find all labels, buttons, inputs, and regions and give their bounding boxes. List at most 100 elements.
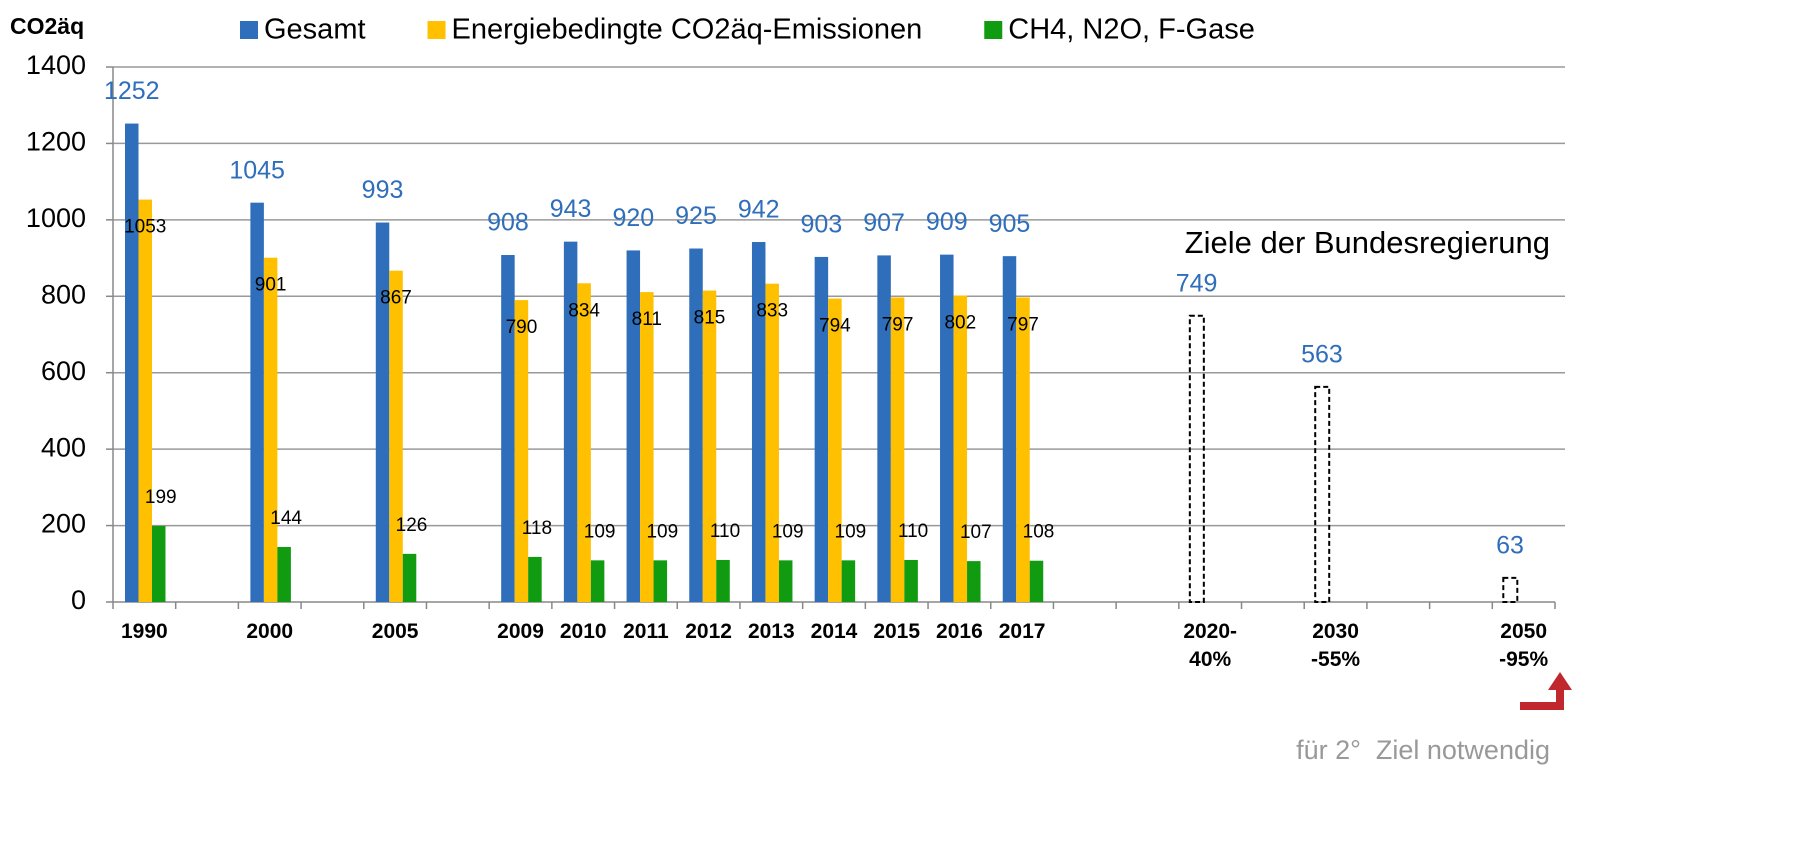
data-label: 563 xyxy=(1301,340,1343,368)
bar xyxy=(702,290,717,602)
bar xyxy=(765,283,779,602)
data-label: 199 xyxy=(145,487,177,508)
bar xyxy=(563,241,578,602)
bar xyxy=(904,559,918,602)
data-label: 797 xyxy=(1007,314,1039,335)
data-label: 1252 xyxy=(104,77,160,105)
legend-label: Energiebedingte CO2äq-Emissionen xyxy=(452,14,923,46)
data-label: 109 xyxy=(835,521,867,542)
data-label: 118 xyxy=(522,518,552,539)
data-label: 749 xyxy=(1176,269,1218,297)
x-tick-label: 2011 xyxy=(623,620,669,643)
y-tick-label: 200 xyxy=(41,509,86,539)
x-tick-label: 2009 xyxy=(497,620,544,643)
data-label: 109 xyxy=(772,521,804,542)
bar xyxy=(953,295,968,602)
bar xyxy=(890,297,905,602)
y-tick-label: 0 xyxy=(71,585,86,615)
x-tick-label: 1990 xyxy=(120,620,168,643)
bar xyxy=(828,298,842,602)
bar xyxy=(375,222,390,602)
x-tick-label: 2000 xyxy=(246,620,294,643)
bar xyxy=(138,199,152,602)
data-label: 815 xyxy=(694,308,726,329)
data-label: 63 xyxy=(1496,532,1524,560)
data-label: 802 xyxy=(944,313,976,334)
data-label: 920 xyxy=(612,204,654,232)
target-bar xyxy=(1314,385,1331,603)
data-label: 907 xyxy=(863,209,905,237)
x-tick-label: 2013 xyxy=(747,620,795,643)
y-tick-label: 1200 xyxy=(26,127,86,157)
data-label: 108 xyxy=(1023,522,1055,543)
x-tick-label: 2010 xyxy=(559,620,607,643)
y-tick-label: 1400 xyxy=(26,50,86,80)
bar xyxy=(967,561,981,602)
bar xyxy=(751,242,766,602)
bar xyxy=(1016,297,1030,602)
bar xyxy=(277,546,291,602)
data-label: 790 xyxy=(506,317,538,338)
bar xyxy=(653,560,668,602)
bar xyxy=(716,559,730,602)
bar xyxy=(152,525,166,602)
data-label: 1053 xyxy=(124,217,166,238)
bar xyxy=(940,254,954,602)
data-label: 110 xyxy=(898,521,928,542)
bar xyxy=(263,257,278,602)
data-label: 109 xyxy=(646,521,678,542)
data-label: 107 xyxy=(960,522,992,543)
data-label: 811 xyxy=(632,309,662,330)
data-label: 1045 xyxy=(229,156,285,184)
data-label: 908 xyxy=(487,209,529,237)
arrow-icon xyxy=(1520,672,1572,710)
bar xyxy=(841,560,856,602)
x-tick-label: 2050 -95% xyxy=(1499,620,1549,671)
bar xyxy=(689,248,703,602)
data-label: 925 xyxy=(675,202,717,230)
legend-swatch xyxy=(240,21,258,39)
data-label: 144 xyxy=(270,508,302,529)
data-label: 903 xyxy=(801,211,843,239)
annotation: für 2° Ziel notwendig xyxy=(1296,735,1550,765)
bar xyxy=(1029,560,1044,602)
annotation: Ziele der Bundesregierung xyxy=(1185,225,1550,260)
x-tick-label: 2015 xyxy=(873,620,921,643)
data-label: 126 xyxy=(396,515,428,536)
bar xyxy=(640,292,654,602)
x-tick-label: 2014 xyxy=(810,620,858,643)
data-label: 993 xyxy=(362,176,404,204)
y-tick-label: 600 xyxy=(41,356,86,386)
x-tick-label: 2005 xyxy=(371,620,419,643)
x-tick-label: 2012 xyxy=(685,620,732,643)
bar xyxy=(528,556,542,602)
bar xyxy=(389,270,403,602)
data-label: 867 xyxy=(380,288,412,309)
bar xyxy=(125,123,139,603)
legend-swatch xyxy=(984,21,1003,39)
bar xyxy=(814,256,829,602)
data-label: 110 xyxy=(710,521,740,542)
bar xyxy=(590,560,605,602)
data-label: 834 xyxy=(568,300,600,321)
y-tick-label: 800 xyxy=(41,279,86,309)
y-axis-label: CO2äq xyxy=(10,13,84,39)
bar xyxy=(250,202,264,603)
data-label: 833 xyxy=(756,301,788,322)
x-tick-label: 2017 xyxy=(998,620,1046,643)
data-label: 909 xyxy=(926,208,968,236)
x-tick-label: 2020- 40% xyxy=(1183,620,1238,671)
x-tick-label: 2016 xyxy=(936,620,983,643)
target-bar xyxy=(1188,314,1205,603)
bar xyxy=(402,553,417,602)
legend-swatch xyxy=(427,21,446,39)
data-label: 901 xyxy=(255,275,287,296)
data-label: 942 xyxy=(738,196,780,224)
target-bar xyxy=(1502,576,1519,603)
data-label: 797 xyxy=(882,314,914,335)
bar xyxy=(501,255,515,602)
legend-label: Gesamt xyxy=(264,14,366,46)
bar xyxy=(577,283,591,602)
bar xyxy=(1002,256,1017,602)
